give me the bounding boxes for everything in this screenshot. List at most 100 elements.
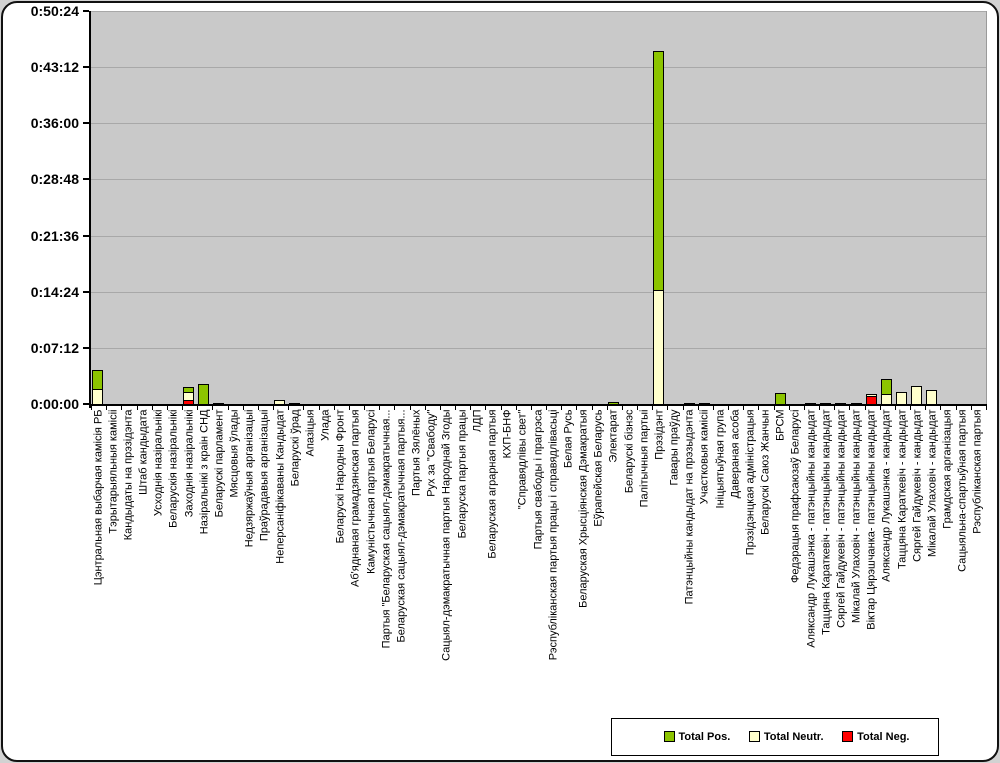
x-axis-tick <box>439 406 441 410</box>
plot-area <box>91 11 987 405</box>
bar-segment-neutral[interactable] <box>274 400 286 405</box>
x-axis-line <box>89 404 987 406</box>
y-axis-tick <box>83 234 89 237</box>
x-axis-tick <box>682 406 684 410</box>
x-axis-tick <box>728 406 730 410</box>
x-axis-label: Назіральнікі з краін СНД <box>198 409 211 534</box>
x-axis-label: Патэнцыйны кандыдат на прэзыдэнта <box>683 409 696 604</box>
x-axis-label: Мікалай Улаховіч - кандыдат <box>926 409 939 557</box>
bar-segment-positive[interactable] <box>213 402 225 405</box>
x-axis-label: Беларускі Народны Фронт <box>334 409 347 543</box>
bar-segment-positive[interactable] <box>653 51 665 292</box>
x-axis-label: Партыя "Беларуская сацыял-дэмакратычная.… <box>380 409 393 648</box>
legend-item[interactable]: Total Neutr. <box>748 731 824 743</box>
bar-segment-neutral[interactable] <box>835 402 847 405</box>
y-axis-tick <box>83 403 89 405</box>
bar-segment-neutral[interactable] <box>911 385 923 405</box>
y-axis-tick <box>83 178 89 181</box>
x-axis-tick <box>697 406 699 410</box>
x-axis-tick <box>773 406 775 410</box>
y-gridline <box>91 291 986 293</box>
legend-color-swatch-icon <box>842 731 854 742</box>
x-axis-label: Аляксандр Лукашэнка - кандыдат <box>880 409 893 582</box>
x-axis-label: Ініцыятыўная група <box>714 409 727 508</box>
x-axis-tick <box>621 406 623 410</box>
bar-segment-neutral[interactable] <box>653 289 665 405</box>
bar-segment-neutral[interactable] <box>92 388 104 405</box>
x-axis-tick <box>970 406 972 410</box>
x-axis-label: Электарат <box>607 409 620 463</box>
x-axis-label: Палітычныя партыі <box>638 409 651 507</box>
x-axis-label: Белая Русь <box>562 409 575 468</box>
x-axis-label: Усходнія назіральнікі <box>152 409 165 516</box>
bar-segment-neutral[interactable] <box>820 402 832 405</box>
x-axis-label: Гавары праўду <box>668 409 681 485</box>
x-axis-label: Партыя Зялёных <box>410 409 423 496</box>
x-axis-tick <box>819 406 821 410</box>
x-axis-label: Апазіцыя <box>304 409 317 456</box>
y-axis-label: 0:50:24 <box>30 3 79 19</box>
legend-item[interactable]: Total Neg. <box>842 731 910 743</box>
bar-segment-positive[interactable] <box>774 392 786 405</box>
y-gridline <box>91 67 986 69</box>
x-axis-tick <box>257 406 259 410</box>
bar-segment-neutral[interactable] <box>926 390 938 405</box>
x-axis-label: "Справядлівы свет" <box>516 409 529 509</box>
x-axis-tick <box>758 406 760 410</box>
x-axis-label: Грамдская арганізацыя <box>941 409 954 529</box>
bar-segment-neutral[interactable] <box>698 402 710 405</box>
x-axis-label: Камуністычная партыя Беларусі <box>365 409 378 574</box>
y-gridline <box>91 179 986 181</box>
x-axis-label: Рух за "Свабоду" <box>425 409 438 497</box>
x-axis-tick <box>470 406 472 410</box>
y-axis-tick <box>83 10 89 12</box>
x-axis-label: Беларуска партыя працы <box>456 409 469 538</box>
y-axis-label: 0:43:12 <box>30 59 79 76</box>
x-axis-label: Праўрадавыя арганізацыі <box>258 409 271 541</box>
x-axis-tick <box>182 406 184 410</box>
y-axis-tick <box>83 66 89 69</box>
x-axis-label: Таццяна Караткевіч - патэнцыйны кандыдат <box>820 409 833 635</box>
bar-segment-neutral[interactable] <box>683 402 695 405</box>
x-axis-label: Аб'яднаная грамадзянская партыя <box>349 409 362 587</box>
x-axis-label: Штаб кандыдата <box>137 409 150 495</box>
bar-segment-positive[interactable] <box>92 370 104 391</box>
x-axis-label: Сяргей Гайдукевіч - кандыдат <box>911 409 924 562</box>
bar-segment-neutral[interactable] <box>896 392 908 405</box>
x-axis-label: Беларускі Саюз Жанчын <box>759 409 772 535</box>
bar-segment-neutral[interactable] <box>865 394 877 398</box>
chart-legend[interactable]: Total Pos. Total Neutr. Total Neg. <box>610 717 939 756</box>
x-axis-tick <box>530 406 532 410</box>
y-gridline <box>91 11 986 12</box>
bar-segment-neutral[interactable] <box>880 393 892 405</box>
y-axis-line <box>89 11 91 408</box>
x-axis-tick <box>652 406 654 410</box>
bar-segment-neutral[interactable] <box>805 402 817 405</box>
x-axis-label: Беларуская Хрысціянская Дэмакратыя <box>577 409 590 608</box>
legend-item[interactable]: Total Pos. <box>663 731 730 743</box>
bar-segment-positive[interactable] <box>198 384 210 405</box>
x-axis-tick <box>227 406 229 410</box>
x-axis-label: КХП-БНФ <box>501 409 514 458</box>
bar-segment-positive[interactable] <box>607 401 619 405</box>
x-axis-label: Давераная асоба <box>729 409 742 498</box>
x-axis-tick <box>879 406 881 410</box>
x-axis-tick <box>788 406 790 410</box>
x-axis-tick <box>106 406 108 410</box>
x-axis-tick <box>318 406 320 410</box>
x-axis-tick <box>273 406 275 410</box>
bar-segment-positive[interactable] <box>183 387 195 394</box>
x-axis-tick <box>151 406 153 410</box>
x-axis-tick <box>379 406 381 410</box>
x-axis-tick <box>712 406 714 410</box>
x-axis-label: Беларускі ўрад <box>289 409 302 486</box>
x-axis-label: Беларуская аграрная партыя <box>486 409 499 559</box>
bar-segment-positive[interactable] <box>880 379 892 395</box>
y-gridline <box>91 123 986 125</box>
x-axis-tick <box>394 406 396 410</box>
y-axis-label: 0:14:24 <box>30 283 79 300</box>
x-axis-label: БРСМ <box>774 409 787 441</box>
x-axis-label: Неперсаніфікаваны Кандыдат <box>274 409 287 564</box>
bar-segment-neutral[interactable] <box>289 402 301 405</box>
bar-segment-neutral[interactable] <box>850 402 862 405</box>
